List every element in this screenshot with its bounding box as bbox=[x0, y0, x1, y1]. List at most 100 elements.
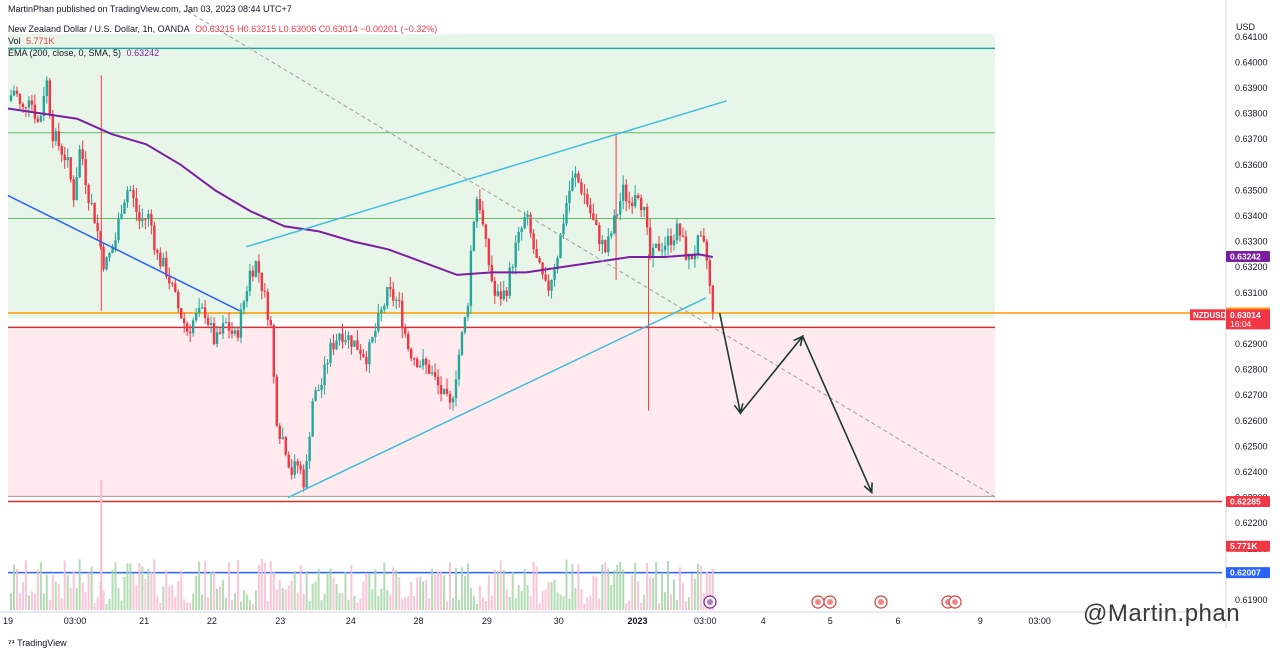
volume-bar bbox=[183, 599, 186, 610]
volume-bar bbox=[652, 577, 655, 610]
volume-bar bbox=[72, 570, 75, 610]
candle-body bbox=[326, 363, 329, 365]
volume-bar bbox=[511, 572, 514, 610]
candle-body bbox=[239, 309, 243, 338]
price-tick-label: 0.62800 bbox=[1235, 365, 1268, 375]
arrow-head bbox=[733, 403, 744, 415]
dashed-trendline[interactable] bbox=[187, 10, 997, 499]
candle-body bbox=[589, 204, 592, 214]
candle-body bbox=[448, 393, 452, 403]
volume-bar bbox=[544, 589, 547, 610]
volume-bar bbox=[437, 571, 440, 610]
candle-body bbox=[27, 100, 31, 108]
price-tick-label: 0.62900 bbox=[1235, 339, 1268, 349]
candle-body bbox=[347, 335, 350, 341]
ema-line[interactable] bbox=[7, 107, 714, 276]
candle-body bbox=[565, 202, 568, 224]
candle-body bbox=[517, 232, 520, 243]
candle-body bbox=[586, 194, 589, 205]
volume-bar bbox=[165, 570, 168, 610]
volume-bar bbox=[550, 581, 553, 610]
volume-bar bbox=[129, 563, 132, 610]
candle-body bbox=[553, 269, 556, 280]
volume-bar bbox=[12, 564, 15, 610]
volume-bar bbox=[595, 576, 598, 610]
volume-bar bbox=[496, 571, 499, 610]
volume-bar bbox=[538, 603, 541, 610]
candle-body bbox=[699, 235, 703, 237]
trendline[interactable] bbox=[7, 194, 240, 312]
volume-bar bbox=[502, 570, 505, 610]
volume-bar bbox=[27, 595, 30, 610]
candle-body bbox=[547, 280, 550, 291]
ohlc-values: O0.63215 H0.63215 L0.63006 C0.63014 −0.0… bbox=[195, 24, 438, 34]
candle-body bbox=[114, 240, 117, 249]
volume-bar bbox=[371, 589, 374, 610]
volume-bar bbox=[33, 593, 36, 610]
candle-body bbox=[260, 272, 264, 291]
volume-bar bbox=[338, 593, 341, 610]
candle-body bbox=[30, 100, 34, 105]
candle-body bbox=[636, 195, 640, 198]
projection-path[interactable] bbox=[718, 313, 873, 493]
symbol-line: New Zealand Dollar / U.S. Dollar, 1h, OA… bbox=[8, 24, 440, 34]
volume-bar bbox=[601, 564, 604, 610]
volume-bar bbox=[475, 603, 478, 610]
candle-body bbox=[171, 283, 174, 285]
candle-body bbox=[613, 215, 616, 234]
candle-body bbox=[15, 90, 19, 94]
volume-bar bbox=[314, 581, 317, 610]
price-label bbox=[1226, 495, 1270, 507]
candle-body bbox=[359, 349, 362, 355]
candle-body bbox=[48, 80, 52, 115]
candle-body bbox=[245, 291, 249, 302]
candle-body bbox=[305, 461, 308, 488]
candle-body bbox=[404, 328, 407, 334]
volume-bar bbox=[21, 582, 24, 610]
volume-bar bbox=[454, 567, 457, 610]
volume-bar bbox=[699, 565, 702, 610]
volume-bar bbox=[159, 603, 162, 610]
volume-bar bbox=[681, 583, 684, 610]
candle-body bbox=[24, 107, 28, 109]
volume-bar bbox=[529, 596, 532, 610]
volume-bar bbox=[24, 560, 27, 610]
price-tick-label: 0.63900 bbox=[1235, 83, 1268, 93]
trendline[interactable] bbox=[287, 297, 707, 499]
candle-body bbox=[627, 201, 631, 203]
candle-body bbox=[302, 469, 305, 488]
trendline[interactable] bbox=[246, 100, 727, 248]
volume-bar bbox=[693, 578, 696, 610]
volume-bar bbox=[96, 597, 99, 610]
price-label-text: 0.63242 bbox=[1230, 251, 1261, 261]
candle-body bbox=[209, 322, 213, 325]
volume-bar bbox=[168, 586, 171, 610]
tradingview-logo[interactable]: ⁷¹ TradingView bbox=[8, 638, 67, 648]
volume-bar bbox=[245, 594, 248, 610]
price-tick-label: 0.63700 bbox=[1235, 134, 1268, 144]
volume-bar bbox=[517, 585, 520, 610]
candle-body bbox=[451, 398, 455, 403]
candle-body bbox=[487, 238, 491, 266]
volume-bar bbox=[359, 598, 362, 610]
candle-body bbox=[129, 190, 132, 192]
candle-body bbox=[230, 330, 234, 334]
candle-body bbox=[630, 202, 634, 207]
price-tick-label: 0.62200 bbox=[1235, 518, 1268, 528]
volume-bar bbox=[586, 597, 589, 610]
candle-body bbox=[126, 190, 129, 203]
volume-bar bbox=[604, 562, 607, 610]
time-tick-label: 5 bbox=[828, 616, 833, 626]
volume-bar bbox=[383, 562, 386, 610]
candle-body bbox=[508, 267, 511, 296]
candle-body bbox=[654, 243, 658, 248]
volume-bar bbox=[30, 591, 33, 610]
volume-bar bbox=[120, 600, 123, 610]
candle-body bbox=[254, 261, 258, 277]
candle-body bbox=[472, 221, 476, 251]
candle-body bbox=[648, 227, 652, 258]
candle-body bbox=[368, 342, 371, 365]
volume-bar bbox=[362, 581, 365, 610]
